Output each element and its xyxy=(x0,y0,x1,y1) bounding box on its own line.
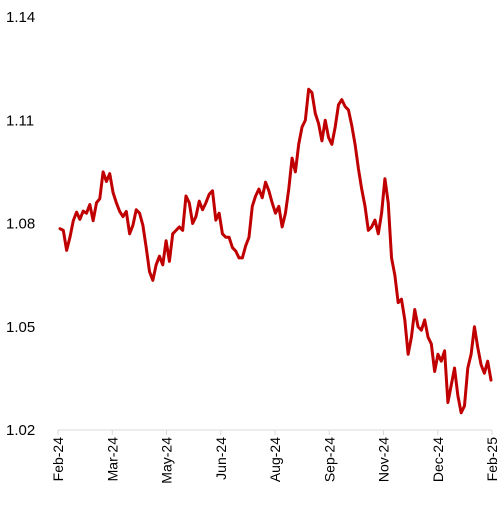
x-axis-ticks xyxy=(57,430,493,435)
x-tick-label: Nov-24 xyxy=(376,437,392,482)
series-line xyxy=(58,87,493,415)
x-tick-label: Aug-24 xyxy=(267,437,283,482)
x-tick-label: May-24 xyxy=(159,437,175,484)
y-tick-label: 1.08 xyxy=(6,216,35,233)
x-tick-label: Mar-24 xyxy=(104,437,120,482)
x-tick-label: Sep-24 xyxy=(321,437,337,482)
x-tick-label: Feb-24 xyxy=(50,437,66,482)
y-tick-label: 1.05 xyxy=(6,319,35,336)
x-tick-label: Jun-24 xyxy=(213,437,229,480)
y-tick-label: 1.11 xyxy=(6,112,34,129)
y-tick-label: 1.02 xyxy=(6,422,35,439)
x-tick-label: Feb-25 xyxy=(484,437,498,482)
x-axis-labels: Feb-24 Mar-24 May-24 Jun-24 Aug-24 Sep-24 Nov-… xyxy=(50,437,498,484)
x-tick-label: Dec-24 xyxy=(430,437,446,482)
y-tick-label: 1.14 xyxy=(6,9,35,26)
y-axis-labels: 1.02 1.05 1.08 1.11 1.14 xyxy=(6,9,35,439)
